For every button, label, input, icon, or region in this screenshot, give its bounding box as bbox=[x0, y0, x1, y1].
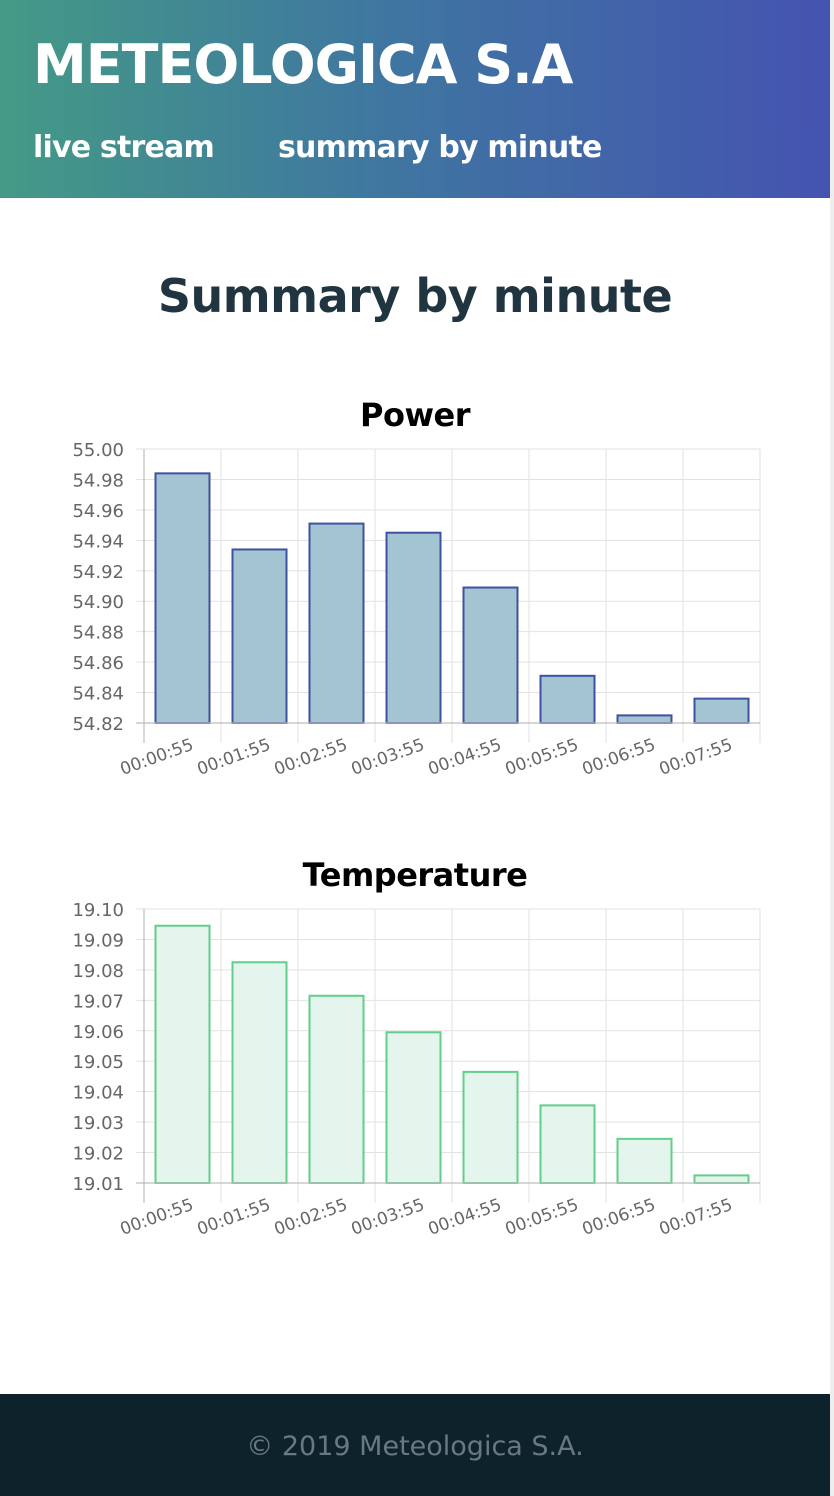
temperature-x-tick-label: 00:00:55 bbox=[118, 1195, 197, 1240]
site-header: METEOLOGICA S.A live stream summary by m… bbox=[0, 0, 830, 198]
temperature-bar-00-03-55 bbox=[385, 1031, 442, 1184]
temperature-y-tick-label: 19.04 bbox=[72, 1083, 124, 1104]
main-nav: live stream summary by minute bbox=[33, 126, 602, 170]
power-y-tick-label: 54.96 bbox=[72, 501, 124, 522]
power-bar-00-06-55 bbox=[616, 714, 673, 724]
power-y-tick-label: 54.88 bbox=[72, 623, 124, 644]
temperature-bar-00-04-55 bbox=[462, 1070, 519, 1184]
temperature-chart-canvas: Temperature 19.10 19.09 19.08 19.07 19.06 19.0… bbox=[72, 856, 761, 1240]
temperature-x-tick-label: 00:04:55 bbox=[426, 1195, 505, 1240]
power-y-tick-label: 54.84 bbox=[72, 684, 124, 705]
scrollbar-track[interactable] bbox=[830, 0, 834, 1496]
temperature-x-tick-label: 00:05:55 bbox=[503, 1195, 582, 1240]
temperature-bar-00-01-55 bbox=[231, 961, 288, 1185]
power-y-tick-label: 54.86 bbox=[72, 653, 124, 674]
temperature-bar-00-02-55 bbox=[308, 994, 365, 1184]
power-y-tick-label: 54.90 bbox=[72, 592, 124, 613]
temperature-y-tick-label: 19.02 bbox=[72, 1144, 124, 1165]
temperature-y-tick-label: 19.01 bbox=[72, 1174, 124, 1195]
power-y-tick-label: 54.82 bbox=[72, 714, 124, 735]
power-x-tick-label: 00:02:55 bbox=[272, 735, 351, 780]
power-x-tick-label: 00:06:55 bbox=[580, 735, 659, 780]
temperature-x-tick-label: 00:02:55 bbox=[272, 1195, 351, 1240]
power-x-tick-label: 00:07:55 bbox=[657, 735, 736, 780]
site-footer bbox=[0, 1394, 830, 1496]
page-title: Summary by minute bbox=[157, 269, 673, 323]
power-y-tick-label: 55.00 bbox=[72, 440, 124, 461]
power-x-tick-label: 00:03:55 bbox=[349, 735, 428, 780]
nav-link-live-stream[interactable]: live stream bbox=[33, 130, 215, 165]
power-x-tick-label: 00:00:55 bbox=[118, 735, 197, 780]
power-x-tick-label: 00:01:55 bbox=[195, 735, 274, 780]
power-bar-00-04-55 bbox=[462, 586, 519, 724]
power-chart: Power 55.00 54.98 54.96 54.94 54.92 54.90 54.88… bbox=[0, 392, 830, 792]
nav-link-summary-by-minute[interactable]: summary by minute bbox=[277, 130, 602, 165]
power-chart-canvas: Power 55.00 54.98 54.96 54.94 54.92 54.90 54.88… bbox=[72, 396, 761, 780]
power-bar-00-03-55 bbox=[385, 531, 442, 724]
brand-logo-text[interactable]: METEOLOGICA S.A bbox=[33, 33, 573, 96]
temperature-y-tick-label: 19.09 bbox=[72, 930, 124, 951]
temperature-bar-00-00-55 bbox=[154, 924, 211, 1184]
temperature-y-tick-label: 19.10 bbox=[72, 900, 124, 921]
temperature-x-tick-label: 00:06:55 bbox=[580, 1195, 659, 1240]
temperature-bar-00-05-55 bbox=[539, 1104, 596, 1184]
power-y-tick-label: 54.98 bbox=[72, 470, 124, 491]
power-bar-00-07-55 bbox=[693, 697, 750, 724]
temperature-chart: Temperature 19.10 19.09 19.08 19.07 19.06 19.0… bbox=[0, 852, 830, 1252]
power-bar-00-02-55 bbox=[308, 522, 365, 724]
power-x-tick-label: 00:04:55 bbox=[426, 735, 505, 780]
temperature-y-tick-label: 19.03 bbox=[72, 1113, 124, 1134]
temperature-y-tick-label: 19.08 bbox=[72, 961, 124, 982]
power-x-tick-label: 00:05:55 bbox=[503, 735, 582, 780]
power-bar-00-05-55 bbox=[539, 674, 596, 724]
temperature-bar-00-07-55 bbox=[693, 1174, 750, 1184]
copyright-text: © 2019 Meteologica S.A. bbox=[246, 1431, 584, 1462]
temperature-y-tick-label: 19.05 bbox=[72, 1052, 124, 1073]
power-y-tick-label: 54.94 bbox=[72, 531, 124, 552]
power-chart-title: Power bbox=[360, 396, 471, 434]
power-y-tick-label: 54.92 bbox=[72, 562, 124, 583]
temperature-x-tick-label: 00:01:55 bbox=[195, 1195, 274, 1240]
temperature-x-tick-label: 00:07:55 bbox=[657, 1195, 736, 1240]
power-bar-00-00-55 bbox=[154, 472, 211, 724]
temperature-bar-00-06-55 bbox=[616, 1137, 673, 1185]
power-bar-00-01-55 bbox=[231, 548, 288, 724]
temperature-chart-title: Temperature bbox=[303, 856, 528, 894]
temperature-y-tick-label: 19.06 bbox=[72, 1022, 124, 1043]
temperature-x-tick-label: 00:03:55 bbox=[349, 1195, 428, 1240]
temperature-y-tick-label: 19.07 bbox=[72, 991, 124, 1012]
